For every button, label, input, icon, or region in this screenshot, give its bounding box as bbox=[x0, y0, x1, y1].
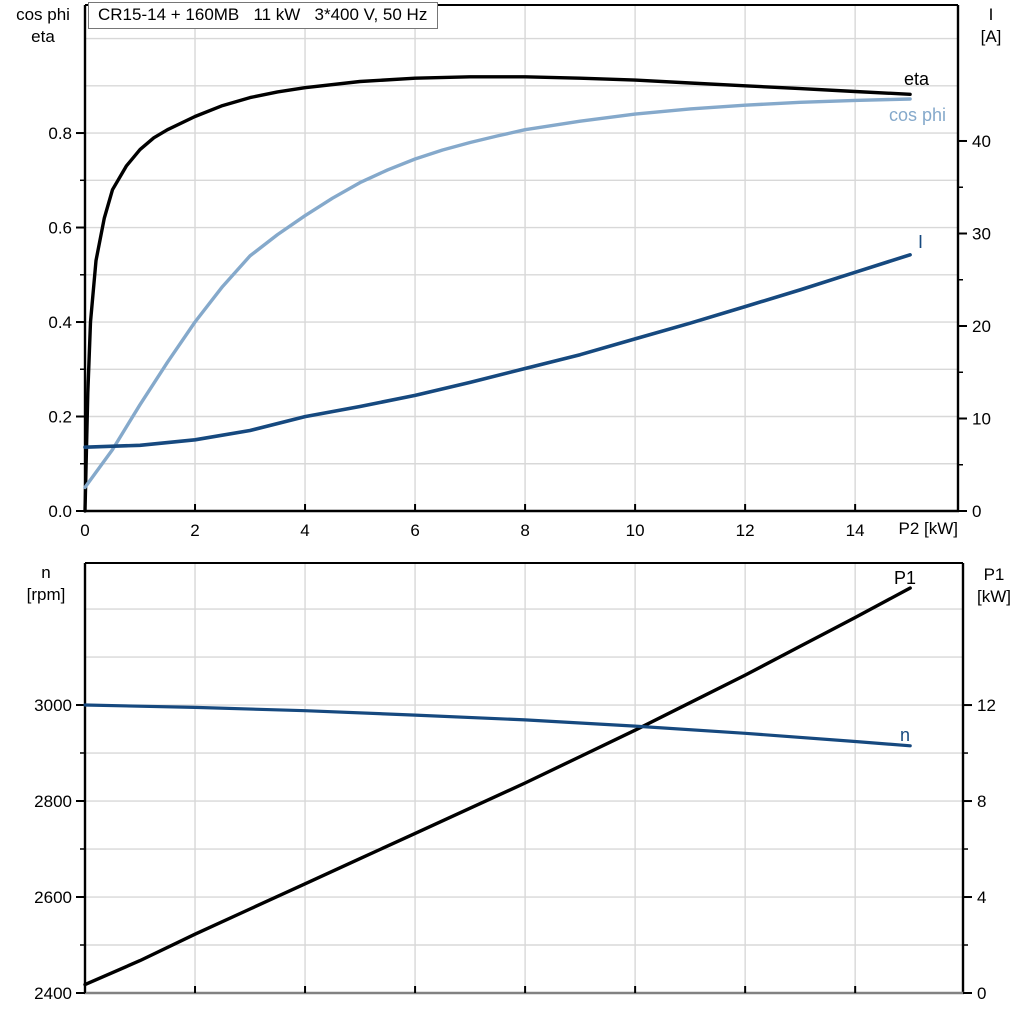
right-tick-label: 0 bbox=[972, 502, 981, 521]
bottom-right-axis-title: P1 [kW] bbox=[966, 564, 1022, 608]
right-tick-label: 8 bbox=[977, 792, 986, 811]
right-tick-label: 40 bbox=[972, 132, 991, 151]
left-tick-label: 0.0 bbox=[48, 502, 72, 521]
bottom-left-axis-title: n [rpm] bbox=[10, 562, 82, 606]
series-n-curve bbox=[83, 703, 912, 748]
right-tick-label: 4 bbox=[977, 888, 986, 907]
top-right-axis-title: I [A] bbox=[962, 4, 1020, 48]
series-label-cos_phi: cos phi bbox=[889, 105, 946, 125]
x-tick-label: 0 bbox=[80, 521, 89, 540]
x-axis-title: P2 [kW] bbox=[898, 519, 958, 538]
left-tick-label: 0.6 bbox=[48, 219, 72, 238]
axis-title-current: I bbox=[988, 5, 994, 24]
axis-title-p1: P1 bbox=[983, 565, 1005, 584]
x-tick-label: 2 bbox=[190, 521, 199, 540]
x-tick-label: 6 bbox=[410, 521, 419, 540]
top-chart: 0.0 0.2 0.4 0.6 0.8 0 10 20 30 40 0 2 4 6 8 10 12 14 eta co… bbox=[48, 4, 991, 540]
series-eta-curve bbox=[83, 75, 912, 513]
right-tick-label: 0 bbox=[977, 984, 986, 1003]
x-tick-label: 4 bbox=[300, 521, 309, 540]
series-label-current: I bbox=[918, 232, 923, 252]
axis-title-kw-unit: [kW] bbox=[977, 587, 1011, 606]
left-tick-label: 0.2 bbox=[48, 408, 72, 427]
bottom-chart: 2400 2600 2800 3000 0 4 8 12 P1 n bbox=[34, 562, 996, 1003]
axis-title-rpm-unit: [rpm] bbox=[26, 585, 66, 604]
left-tick-label: 3000 bbox=[34, 696, 72, 715]
chart-title-box: CR15-14 + 160MB 11 kW 3*400 V, 50 Hz bbox=[88, 2, 439, 29]
series-label-n: n bbox=[900, 725, 910, 745]
series-label-p1: P1 bbox=[894, 568, 916, 588]
right-tick-label: 20 bbox=[972, 317, 991, 336]
left-tick-label: 0.4 bbox=[48, 313, 72, 332]
left-tick-label: 2800 bbox=[34, 792, 72, 811]
axis-title-cos-phi: cos phi bbox=[16, 5, 70, 24]
x-tick-label: 14 bbox=[846, 521, 865, 540]
axis-title-speed: n bbox=[41, 563, 51, 582]
axis-title-ampere-unit: [A] bbox=[980, 27, 1002, 46]
x-tick-label: 8 bbox=[520, 521, 529, 540]
series-cos_phi-curve bbox=[83, 97, 912, 490]
x-tick-label: 10 bbox=[626, 521, 645, 540]
axis-title-eta: eta bbox=[31, 27, 55, 46]
series-label-eta: eta bbox=[904, 69, 930, 89]
right-tick-label: 12 bbox=[977, 696, 996, 715]
right-tick-label: 30 bbox=[972, 224, 991, 243]
left-tick-label: 0.8 bbox=[48, 124, 72, 143]
top-left-axis-title: cos phi eta bbox=[6, 4, 80, 48]
right-tick-label: 10 bbox=[972, 409, 991, 428]
series-p1-curve bbox=[83, 586, 912, 987]
left-tick-label: 2400 bbox=[34, 984, 72, 1003]
left-tick-label: 2600 bbox=[34, 888, 72, 907]
x-tick-label: 12 bbox=[736, 521, 755, 540]
series-current-curve bbox=[83, 253, 912, 450]
